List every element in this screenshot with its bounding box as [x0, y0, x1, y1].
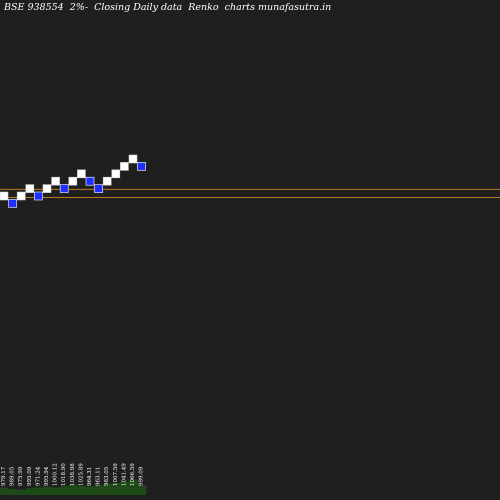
price-label: 995.94	[44, 466, 50, 486]
volume-bar	[137, 485, 147, 495]
price-label: 1018.90	[61, 463, 67, 486]
volume-bar	[68, 484, 78, 495]
volume-bar	[17, 489, 26, 495]
volume-bar	[51, 487, 61, 495]
volume-bar	[0, 487, 9, 495]
price-label: 983.05	[104, 466, 110, 486]
renko-brick-down	[8, 199, 17, 208]
volume-bar	[8, 489, 18, 495]
renko-brick-up	[68, 176, 78, 186]
volume-bar	[94, 485, 104, 495]
price-label: 1007.59	[113, 463, 119, 486]
volume-bar	[25, 488, 35, 495]
renko-brick-up	[51, 176, 60, 186]
price-label: 1066.59	[130, 463, 136, 486]
price-label: 975.99	[18, 466, 24, 486]
renko-brick-down	[59, 184, 69, 193]
renko-brick-up	[120, 162, 129, 171]
renko-brick-up	[102, 176, 112, 186]
price-label: 1025.89	[78, 463, 84, 486]
price-label: 1000.12	[53, 463, 59, 486]
price-label: 1038.98	[70, 463, 76, 486]
price-label: 963.11	[96, 467, 102, 486]
chart-title: BSE 938554 2%- Closing Daily data Renko …	[4, 2, 332, 13]
renko-brick-down	[137, 162, 146, 171]
renko-brick-up	[77, 169, 86, 179]
renko-brick-down	[94, 184, 103, 193]
price-label: 989.05	[10, 466, 16, 486]
volume-bar	[86, 486, 95, 495]
renko-brick-up	[16, 191, 26, 201]
volume-bar	[103, 483, 112, 495]
price-label: 964.31	[87, 467, 93, 486]
renko-brick-down	[85, 176, 95, 186]
renko-brick-up	[0, 191, 9, 201]
price-label: 979.17	[1, 466, 7, 486]
renko-brick-up	[111, 169, 121, 179]
volume-bar	[34, 487, 43, 495]
volume-bar	[43, 486, 52, 495]
price-label: 971.24	[35, 466, 41, 486]
renko-brick-down	[34, 191, 43, 201]
price-label: 999.09	[139, 466, 145, 486]
volume-bar	[60, 486, 69, 495]
volume-bar	[111, 483, 121, 495]
price-label: 1041.49	[121, 463, 127, 486]
renko-brick-up	[128, 154, 138, 164]
volume-bar	[77, 486, 86, 495]
renko-brick-up	[25, 184, 35, 193]
renko-brick-up	[42, 184, 52, 193]
volume-bar	[129, 479, 138, 495]
price-label: 995.09	[27, 466, 33, 486]
volume-bar	[120, 481, 129, 495]
